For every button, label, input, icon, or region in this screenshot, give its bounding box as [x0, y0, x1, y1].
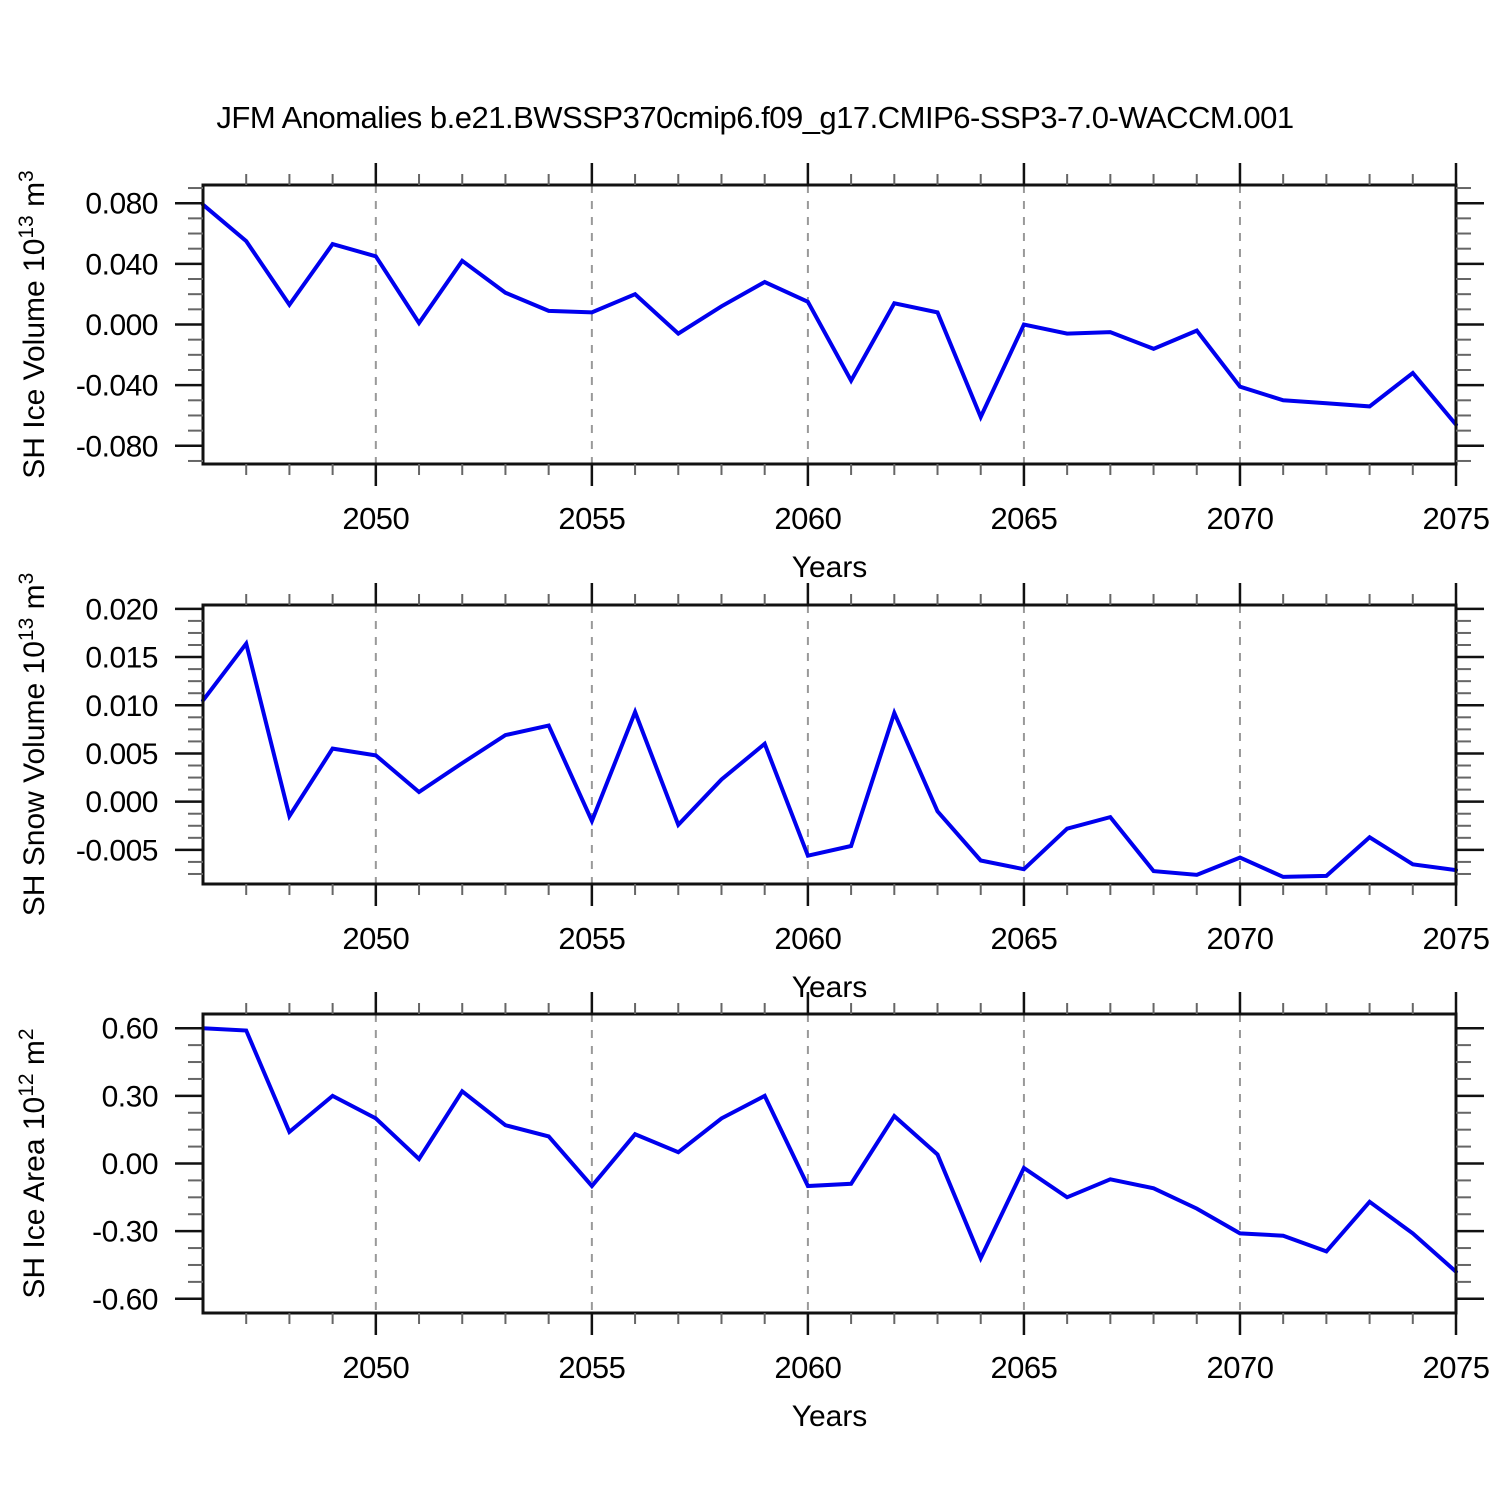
panel-sh-ice-volume: 0.080 0.040 0.000 -0.040 -0.080 2050 2055 2060 2… — [15, 163, 1490, 584]
y-tick-label: -0.080 — [76, 430, 158, 463]
y-tick-label: 0.005 — [85, 738, 158, 771]
y-tick-label: 0.010 — [85, 690, 158, 723]
x-tick-label: 2060 — [774, 921, 841, 956]
x-tick-label: 2050 — [342, 501, 409, 536]
x-tick-label: 2070 — [1206, 1350, 1273, 1385]
y-tick-label: -0.30 — [92, 1216, 158, 1249]
plot-frame — [201, 603, 1458, 886]
x-tick-label: 2060 — [774, 501, 841, 536]
plot-frame — [201, 1012, 1458, 1315]
x-tick-label: 2055 — [558, 1350, 625, 1385]
data-line-sh-snow-volume — [201, 639, 1458, 879]
y-tick-label: 0.30 — [102, 1080, 158, 1113]
chart-title: JFM Anomalies b.e21.BWSSP370cmip6.f09_g1… — [216, 100, 1294, 135]
y-axis-title: SH Snow Volume 1013 m3 — [15, 573, 51, 917]
y-tick-label: -0.60 — [92, 1283, 158, 1316]
x-tick-label: 2055 — [558, 921, 625, 956]
y-axis-title: SH Ice Area 1012 m2 — [15, 1028, 51, 1298]
y-tick-label: 0.020 — [85, 593, 158, 626]
y-tick-label: 0.60 — [102, 1013, 158, 1046]
data-line-sh-ice-volume — [201, 202, 1458, 427]
x-tick-label: 2075 — [1423, 1350, 1490, 1385]
plot-frame — [201, 183, 1458, 466]
x-axis-title: Years — [792, 1400, 868, 1433]
x-tick-label: 2065 — [990, 501, 1057, 536]
x-tick-label: 2075 — [1423, 501, 1490, 536]
x-tick-label: 2065 — [990, 1350, 1057, 1385]
y-axis-title: SH Ice Volume 1013 m3 — [15, 170, 51, 479]
y-tick-label: -0.005 — [76, 834, 158, 867]
y-tick-label: 0.015 — [85, 642, 158, 675]
x-tick-label: 2050 — [342, 921, 409, 956]
x-axis-title: Years — [792, 971, 868, 1004]
x-tick-label: 2070 — [1206, 921, 1273, 956]
y-tick-label: 0.000 — [85, 786, 158, 819]
y-tick-label: 0.00 — [102, 1148, 158, 1181]
x-tick-label: 2060 — [774, 1350, 841, 1385]
x-tick-label: 2070 — [1206, 501, 1273, 536]
y-tick-label: 0.040 — [85, 248, 158, 281]
y-tick-label: 0.080 — [85, 188, 158, 221]
x-tick-label: 2055 — [558, 501, 625, 536]
y-tick-label: 0.000 — [85, 309, 158, 342]
x-tick-label: 2075 — [1423, 921, 1490, 956]
data-line-sh-ice-area — [201, 1026, 1458, 1274]
x-tick-label: 2065 — [990, 921, 1057, 956]
y-tick-label: -0.040 — [76, 370, 158, 403]
x-axis-title: Years — [792, 551, 868, 584]
x-tick-label: 2050 — [342, 1350, 409, 1385]
panel-sh-ice-area: 0.60 0.30 0.00 -0.30 -0.60 2050 2055 2060 2065 20… — [15, 992, 1490, 1433]
panel-sh-snow-volume: 0.020 0.015 0.010 0.005 0.000 -0.005 2050 2055 2… — [15, 573, 1490, 1004]
